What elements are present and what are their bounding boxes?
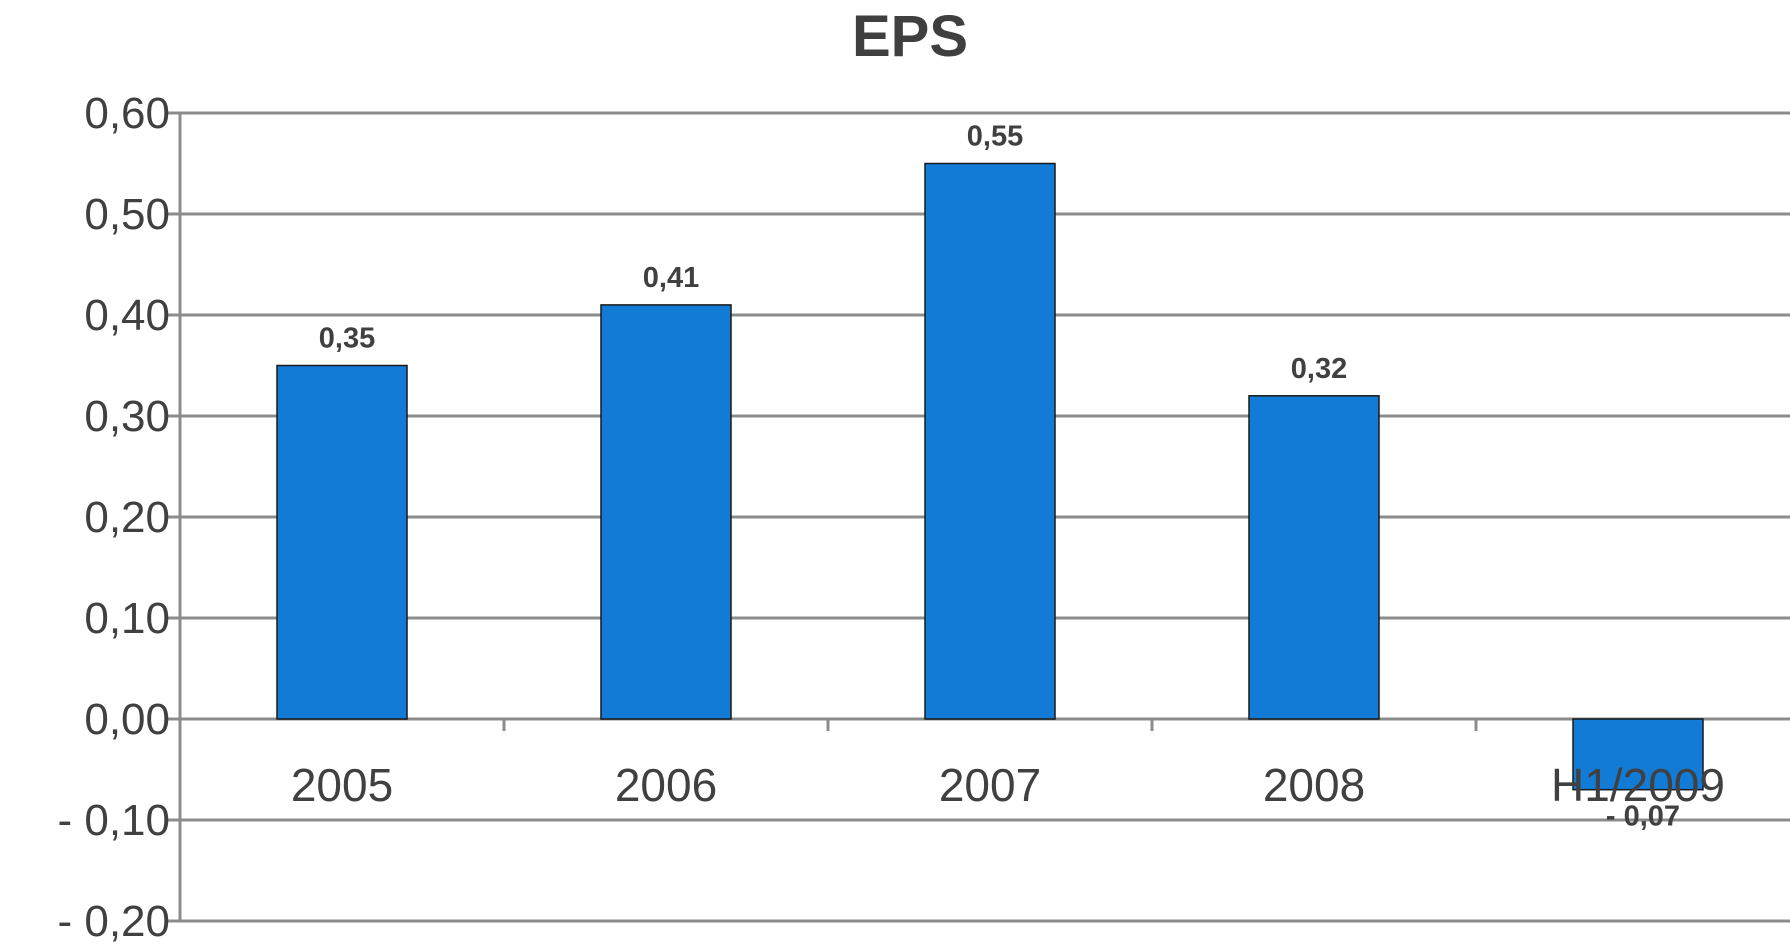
x-tick-label: 2007 [939,759,1041,811]
y-tick-label: 0,00 [84,695,170,744]
x-tick-labels: 2005 2006 2007 2008 H1/2009 [291,759,1725,811]
data-label: 0,35 [319,323,375,355]
y-tick-label: - 0,10 [57,796,170,845]
bars [276,162,1704,791]
chart-title: EPS [852,4,968,69]
x-tick-label: H1/2009 [1551,759,1725,811]
bar [924,162,1056,720]
y-tick-label: - 0,20 [57,897,170,944]
data-labels: 0,35 0,41 0,55 0,32 - 0,07 [319,121,1680,833]
y-tick-labels: 0,60 0,50 0,40 0,30 0,20 0,10 0,00 - 0,10 - 0,20 [57,89,170,944]
y-tick-label: 0,10 [84,594,170,643]
x-tick-label: 2006 [615,759,717,811]
x-tick-label: 2008 [1263,759,1365,811]
bar [600,304,732,720]
bar [1248,395,1380,720]
data-label: 0,41 [643,262,699,294]
axes [168,111,1478,923]
data-label: - 0,07 [1606,801,1680,833]
x-tick-label: 2005 [291,759,393,811]
y-tick-label: 0,40 [84,291,170,340]
bar [1572,718,1704,791]
bar [276,364,408,720]
y-tick-label: 0,50 [84,190,170,239]
y-tick-label: 0,20 [84,493,170,542]
data-label: 0,55 [967,121,1023,153]
y-tick-label: 0,30 [84,392,170,441]
data-label: 0,32 [1291,353,1347,385]
y-tick-label: 0,60 [84,89,170,138]
